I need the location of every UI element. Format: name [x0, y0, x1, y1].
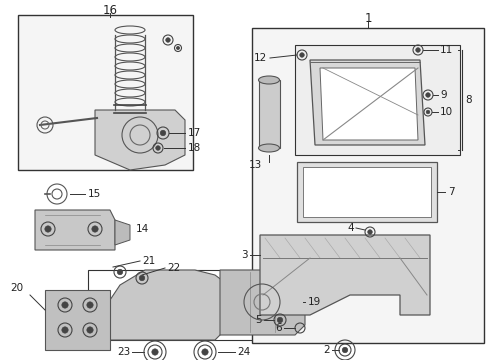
- Polygon shape: [260, 235, 429, 315]
- Polygon shape: [115, 220, 130, 245]
- Text: 21: 21: [142, 256, 155, 266]
- Circle shape: [61, 302, 68, 308]
- Text: 6: 6: [275, 323, 282, 333]
- Polygon shape: [45, 290, 110, 350]
- Circle shape: [426, 110, 429, 114]
- Text: 18: 18: [187, 143, 201, 153]
- Text: 17: 17: [187, 128, 201, 138]
- Ellipse shape: [258, 144, 279, 152]
- Circle shape: [176, 46, 179, 50]
- Circle shape: [299, 53, 304, 57]
- Text: 22: 22: [167, 263, 180, 273]
- Polygon shape: [259, 80, 280, 148]
- Circle shape: [342, 347, 347, 353]
- Text: 24: 24: [237, 347, 250, 357]
- Polygon shape: [110, 270, 235, 340]
- Circle shape: [415, 48, 419, 52]
- Circle shape: [165, 38, 170, 42]
- Text: 1: 1: [364, 12, 371, 24]
- Circle shape: [202, 349, 208, 355]
- Text: 12: 12: [253, 53, 266, 63]
- Circle shape: [277, 317, 282, 323]
- Polygon shape: [319, 68, 417, 140]
- Circle shape: [117, 269, 122, 275]
- Bar: [251, 28, 483, 343]
- Text: 9: 9: [439, 90, 446, 100]
- Polygon shape: [309, 60, 424, 145]
- Text: 19: 19: [307, 297, 321, 307]
- Ellipse shape: [258, 76, 279, 84]
- Text: 11: 11: [439, 45, 452, 55]
- Text: 2: 2: [323, 345, 329, 355]
- Polygon shape: [95, 110, 184, 170]
- Bar: [18, 15, 193, 170]
- Text: 20: 20: [10, 283, 23, 293]
- Circle shape: [87, 327, 93, 333]
- Circle shape: [160, 130, 165, 136]
- Text: 4: 4: [346, 223, 353, 233]
- Polygon shape: [220, 270, 305, 335]
- Text: 8: 8: [464, 95, 470, 105]
- Text: 23: 23: [117, 347, 130, 357]
- Circle shape: [92, 226, 98, 232]
- Bar: [296, 162, 436, 222]
- Bar: [88, 270, 303, 340]
- Text: 7: 7: [447, 187, 454, 197]
- Text: 3: 3: [241, 250, 247, 260]
- Text: 16: 16: [102, 4, 117, 17]
- Bar: [303, 167, 430, 217]
- Circle shape: [152, 349, 158, 355]
- Text: 10: 10: [439, 107, 452, 117]
- Circle shape: [45, 226, 51, 232]
- Circle shape: [156, 146, 160, 150]
- Circle shape: [367, 230, 371, 234]
- Circle shape: [61, 327, 68, 333]
- Text: 14: 14: [136, 224, 149, 234]
- Circle shape: [425, 93, 429, 97]
- Circle shape: [139, 275, 144, 281]
- Polygon shape: [35, 210, 115, 250]
- Text: 15: 15: [88, 189, 101, 199]
- Circle shape: [87, 302, 93, 308]
- Text: 5: 5: [255, 315, 262, 325]
- Bar: [294, 45, 459, 155]
- Text: 13: 13: [248, 160, 261, 170]
